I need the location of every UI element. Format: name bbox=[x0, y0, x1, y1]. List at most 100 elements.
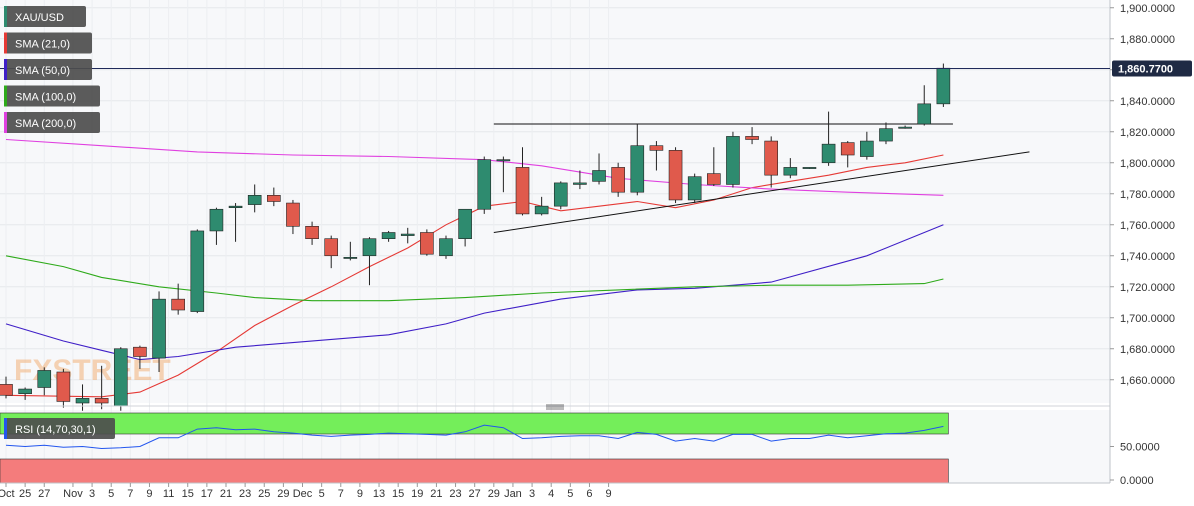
candle-13 bbox=[247, 184, 262, 213]
candle-17 bbox=[324, 235, 339, 269]
sma-line-2000 bbox=[5, 138, 944, 196]
legend-item-4[interactable]: SMA (200,0) bbox=[4, 112, 100, 133]
time-tick-label: 21 bbox=[220, 488, 232, 500]
rsi-legend[interactable]: RSI (14,70,30,1) bbox=[4, 418, 115, 439]
legend-color-swatch bbox=[4, 59, 7, 80]
candle-18 bbox=[343, 241, 358, 261]
time-axis[interactable]: Oct 25 27 Nov 3 5 7 9 11 15 17 21 23 25 29 Dec 5 7 9 13 15 19… bbox=[0, 483, 612, 500]
price-tick-label: 1,660.0000 bbox=[1120, 375, 1175, 387]
candle-body bbox=[228, 205, 243, 208]
candle-39 bbox=[745, 127, 759, 145]
legend-item-label: SMA (21,0) bbox=[15, 39, 70, 51]
candle-body bbox=[133, 346, 147, 357]
time-tick-label: 7 bbox=[127, 488, 133, 500]
candle-body bbox=[247, 195, 262, 205]
candle-36 bbox=[687, 173, 702, 204]
price-tick-label: 1,720.0000 bbox=[1120, 282, 1175, 294]
time-tick-label: 21 bbox=[430, 488, 442, 500]
candle-21 bbox=[400, 227, 415, 244]
legend-item-label: SMA (50,0) bbox=[15, 65, 70, 77]
legend-item-2[interactable]: SMA (50,0) bbox=[4, 59, 92, 80]
legend[interactable]: XAU/USD SMA (21,0) SMA (50,0) SMA (100,0) SM… bbox=[4, 6, 100, 133]
candle-body bbox=[113, 348, 128, 407]
candle-body bbox=[267, 195, 281, 202]
rsi-legend-swatch bbox=[4, 418, 7, 439]
candle-body bbox=[496, 159, 511, 162]
time-tick-label: 11 bbox=[163, 488, 174, 500]
gridlines bbox=[0, 0, 1110, 483]
candle-1 bbox=[18, 387, 32, 400]
candle-11 bbox=[209, 207, 224, 245]
last-price-marker: 1,860.7700 bbox=[0, 60, 1192, 77]
legend-item-label: SMA (100,0) bbox=[15, 92, 76, 104]
price-tick-label: 1,740.0000 bbox=[1120, 251, 1175, 263]
candle-7 bbox=[133, 345, 147, 369]
time-tick-label: 17 bbox=[201, 488, 213, 500]
candle-body bbox=[439, 238, 453, 257]
candle-body bbox=[515, 167, 530, 215]
candle-body bbox=[707, 173, 721, 185]
rsi-axis[interactable]: 50.0000 0.0000 bbox=[1110, 442, 1160, 488]
candle-31 bbox=[592, 153, 606, 185]
candle-body bbox=[94, 398, 109, 404]
candle-body bbox=[783, 167, 798, 176]
time-tick-label: 5 bbox=[319, 488, 325, 500]
candle-29 bbox=[553, 181, 568, 210]
candle-33 bbox=[630, 124, 645, 196]
candle-body bbox=[171, 298, 185, 311]
candlesticks bbox=[0, 63, 951, 411]
legend-color-swatch bbox=[4, 6, 7, 27]
candle-body bbox=[592, 170, 606, 182]
candle-body bbox=[477, 159, 492, 210]
time-tick-label: 23 bbox=[449, 488, 461, 500]
candle-body bbox=[802, 167, 817, 169]
price-tick-label: 1,880.0000 bbox=[1120, 34, 1175, 46]
candle-20 bbox=[381, 230, 396, 242]
time-tick-label: 23 bbox=[239, 488, 251, 500]
legend-item-1[interactable]: SMA (21,0) bbox=[4, 32, 92, 54]
candle-body bbox=[745, 136, 759, 140]
trend-annotations bbox=[493, 123, 1030, 233]
time-tick-label: Dec bbox=[293, 488, 313, 500]
candle-body bbox=[362, 238, 377, 257]
rsi-tick-label: 50.0000 bbox=[1120, 442, 1160, 454]
candle-body bbox=[343, 256, 358, 259]
candle-3 bbox=[56, 368, 71, 408]
time-tick-label: 27 bbox=[469, 488, 481, 500]
rsi-oversold-band bbox=[0, 458, 949, 484]
time-tick-label: 4 bbox=[548, 488, 554, 500]
last-price-label: 1,860.7700 bbox=[1118, 64, 1173, 76]
candle-body bbox=[381, 232, 396, 239]
candle-body bbox=[726, 136, 740, 185]
candle-body bbox=[611, 167, 625, 193]
candle-40 bbox=[764, 136, 779, 188]
legend-item-label: XAU/USD bbox=[15, 12, 64, 24]
pane-resize-handle[interactable] bbox=[546, 404, 564, 410]
legend-color-swatch bbox=[4, 32, 7, 54]
legend-item-box bbox=[4, 112, 100, 133]
candle-body bbox=[534, 205, 549, 215]
time-tick-label: 15 bbox=[392, 488, 404, 500]
last-price-box bbox=[1112, 60, 1192, 77]
candle-46 bbox=[879, 122, 893, 145]
trend-line bbox=[493, 151, 1030, 233]
time-tick-label: 9 bbox=[357, 488, 363, 500]
candle-12 bbox=[228, 203, 243, 242]
time-tick-label: 5 bbox=[567, 488, 573, 500]
time-tick-label: Jan bbox=[504, 488, 522, 500]
candle-body bbox=[917, 103, 932, 125]
candle-15 bbox=[286, 199, 300, 235]
candle-14 bbox=[267, 187, 281, 207]
candle-body bbox=[879, 128, 893, 142]
candle-body bbox=[75, 398, 90, 404]
time-tick-label: 9 bbox=[146, 488, 152, 500]
legend-item-0[interactable]: XAU/USD bbox=[4, 6, 86, 27]
candle-0 bbox=[0, 376, 13, 399]
candle-body bbox=[687, 176, 702, 201]
rsi-bands bbox=[0, 412, 949, 484]
time-tick-label: Nov bbox=[63, 488, 83, 500]
candle-10 bbox=[190, 229, 205, 314]
candle-23 bbox=[439, 235, 453, 259]
candle-49 bbox=[936, 63, 951, 107]
legend-item-3[interactable]: SMA (100,0) bbox=[4, 85, 100, 107]
